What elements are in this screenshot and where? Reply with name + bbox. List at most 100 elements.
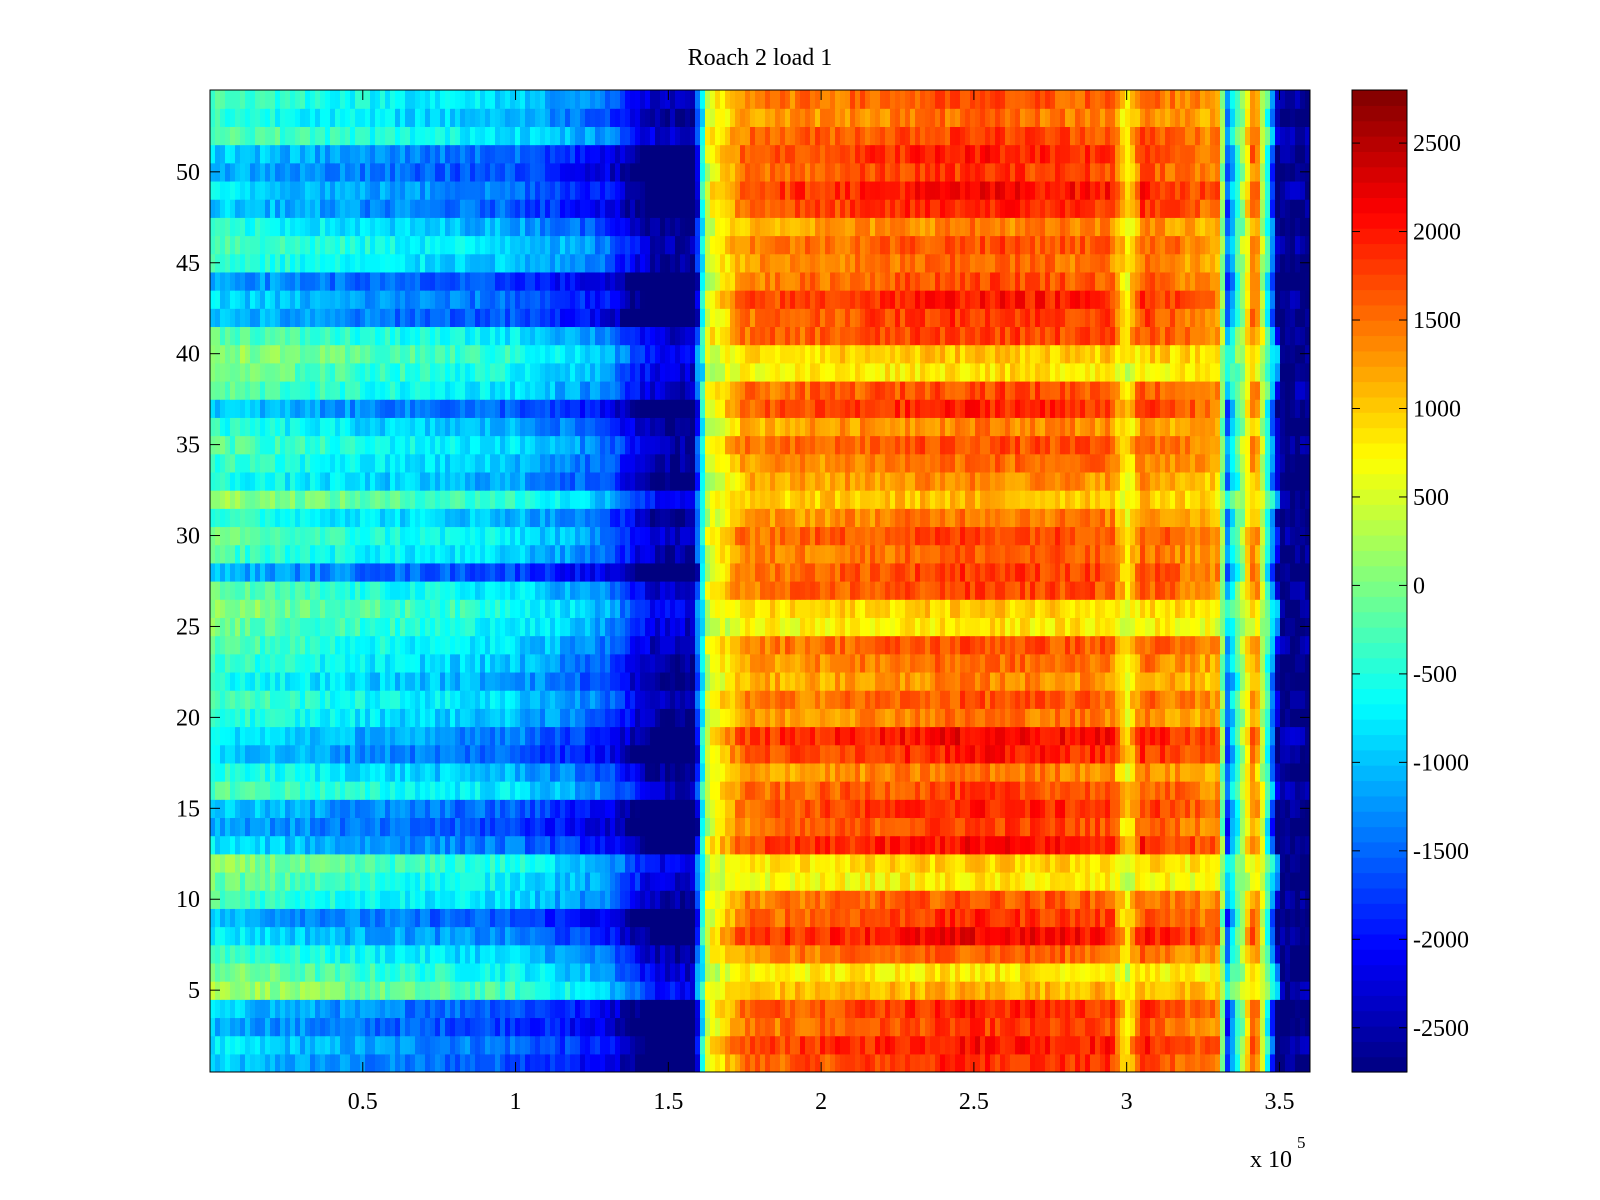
heatmap-cell [220, 762, 226, 782]
heatmap-cell [425, 1017, 431, 1037]
heatmap-cell [1050, 817, 1056, 837]
heatmap-cell [405, 835, 411, 855]
heatmap-cell [845, 962, 851, 982]
heatmap-cell [710, 871, 716, 891]
heatmap-cell [475, 762, 481, 782]
heatmap-cell [845, 817, 851, 837]
heatmap-cell [1085, 726, 1091, 746]
heatmap-cell [865, 653, 871, 673]
heatmap-cell [455, 981, 461, 1000]
heatmap-cell [485, 1035, 491, 1055]
heatmap-cell [795, 871, 801, 891]
heatmap-cell [1040, 908, 1046, 928]
heatmap-cell [1000, 1035, 1006, 1055]
heatmap-cell [805, 962, 811, 982]
heatmap-cell [1100, 981, 1106, 1000]
heatmap-cell [580, 799, 586, 819]
heatmap-cell [345, 1017, 351, 1037]
heatmap-cell [860, 799, 866, 819]
heatmap-cell [565, 962, 571, 982]
heatmap-cell [330, 671, 336, 691]
heatmap-cell [245, 871, 251, 891]
heatmap-cell [720, 708, 726, 728]
heatmap-cell [555, 981, 561, 1000]
heatmap-cell [655, 1017, 661, 1037]
heatmap-cell [580, 744, 586, 764]
heatmap-cell [520, 1053, 526, 1072]
heatmap-cell [495, 799, 501, 819]
heatmap-cell [365, 871, 371, 891]
heatmap-cell [565, 781, 571, 800]
heatmap-cell [320, 926, 326, 946]
heatmap-cell [305, 981, 311, 1000]
heatmap-cell [885, 799, 891, 819]
heatmap-cell [475, 653, 481, 673]
heatmap-cell [625, 1035, 631, 1055]
heatmap-cell [475, 1053, 481, 1072]
heatmap-cell [1285, 671, 1291, 691]
heatmap-cell [975, 1035, 981, 1055]
heatmap-cell [225, 817, 231, 837]
heatmap-cell [980, 653, 986, 673]
heatmap-cell [250, 799, 256, 819]
heatmap-cell [355, 762, 361, 782]
heatmap-cell [505, 671, 511, 691]
heatmap-cell [700, 817, 706, 837]
heatmap-cell [575, 1053, 581, 1072]
heatmap-cell [1295, 835, 1301, 855]
heatmap-cell [415, 835, 421, 855]
heatmap-cell [1170, 799, 1176, 819]
heatmap-cell [1265, 944, 1271, 964]
heatmap-cell [895, 871, 901, 891]
heatmap-cell [300, 1035, 306, 1055]
heatmap-cell [800, 708, 806, 728]
heatmap-cell [1100, 762, 1106, 782]
heatmap-cell [800, 726, 806, 746]
heatmap-cell [450, 890, 456, 909]
heatmap-cell [705, 1053, 711, 1072]
heatmap-cell [775, 908, 781, 928]
heatmap-cell [695, 744, 701, 764]
heatmap-cell [705, 835, 711, 855]
heatmap-cell [555, 944, 561, 964]
heatmap-cell [300, 690, 306, 709]
heatmap-cell [750, 817, 756, 837]
heatmap-cell [1260, 799, 1266, 819]
heatmap-cell [300, 799, 306, 819]
heatmap-cell [870, 890, 876, 909]
heatmap-cell [1035, 926, 1041, 946]
heatmap-cell [1080, 871, 1086, 891]
heatmap-cell [700, 890, 706, 909]
heatmap-cell [245, 890, 251, 909]
heatmap-cell [905, 908, 911, 928]
heatmap-cell [1040, 817, 1046, 837]
heatmap-cell [1020, 690, 1026, 709]
heatmap-cell [220, 890, 226, 909]
heatmap-cell [565, 671, 571, 691]
heatmap-cell [645, 781, 651, 800]
heatmap-cell [540, 690, 546, 709]
heatmap-cell [260, 981, 266, 1000]
heatmap-cell [885, 908, 891, 928]
heatmap-cell [1005, 708, 1011, 728]
heatmap-cell [1120, 962, 1126, 982]
heatmap-cell [355, 1017, 361, 1037]
heatmap-cell [315, 762, 321, 782]
heatmap-cell [1185, 981, 1191, 1000]
heatmap-cell [1140, 944, 1146, 964]
heatmap-cell [1070, 835, 1076, 855]
heatmap-cell [875, 726, 881, 746]
heatmap-cell [960, 726, 966, 746]
heatmap-cell [540, 781, 546, 800]
heatmap-cell [210, 671, 216, 691]
heatmap-cell [1205, 1053, 1211, 1072]
heatmap-cell [765, 762, 771, 782]
heatmap-cell [1075, 671, 1081, 691]
heatmap-cell [765, 962, 771, 982]
heatmap-cell [605, 890, 611, 909]
heatmap-cell [540, 853, 546, 873]
heatmap-cell [1145, 690, 1151, 709]
heatmap-cell [345, 1053, 351, 1072]
heatmap-cell [1175, 908, 1181, 928]
heatmap-cell [730, 799, 736, 819]
